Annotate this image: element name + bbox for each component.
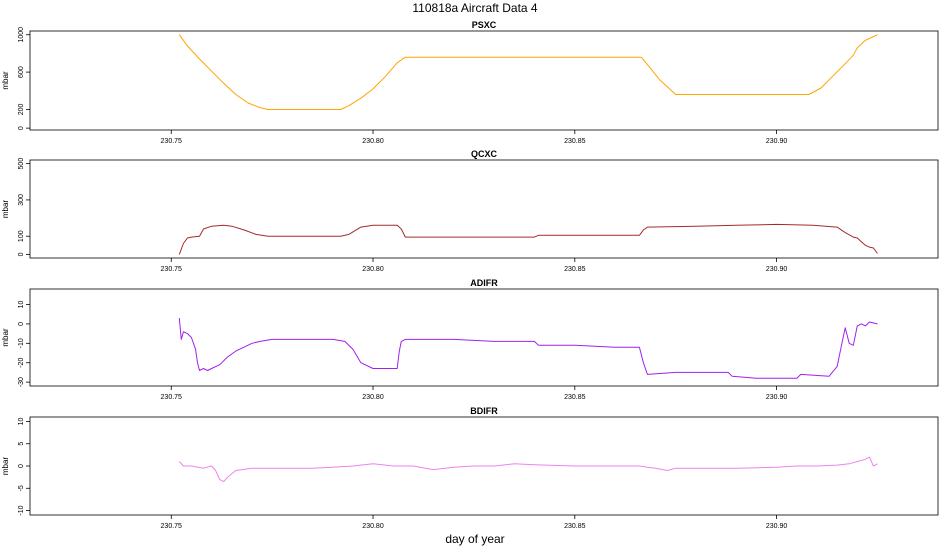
y-axis-label: mbar: [1, 71, 10, 90]
y-tick-label: 500: [18, 158, 25, 170]
y-tick-label: -10: [18, 338, 25, 348]
plot-frame: [29, 159, 939, 259]
x-tick-label: 230.85: [564, 523, 586, 530]
series-line-psxc: [178, 34, 878, 110]
x-tick-label: 230.75: [161, 138, 183, 145]
panel-title: PSXC: [472, 20, 497, 30]
y-tick-label: 1000: [18, 27, 25, 43]
panel-title: BDIFR: [470, 406, 498, 416]
x-tick-label: 230.80: [362, 138, 384, 145]
y-tick-label: 0: [18, 126, 25, 130]
y-tick-label: 600: [18, 66, 25, 78]
figure-title: 110818a Aircraft Data 4: [412, 1, 538, 15]
x-tick-label: 230.90: [766, 394, 788, 401]
x-tick-label: 230.85: [564, 266, 586, 273]
x-axis-label: day of year: [445, 532, 504, 546]
plot-frame: [29, 288, 939, 387]
y-tick-label: 10: [18, 301, 25, 309]
y-tick-label: 200: [18, 104, 25, 116]
y-tick-label: 0: [18, 322, 25, 326]
panel-adifr: ADIFR 230.75 230.80 230.85 230.90 -30 -20 -10 0 1…: [1, 278, 939, 401]
x-tick-label: 230.80: [362, 266, 384, 273]
y-axis-label: mbar: [1, 328, 10, 347]
series-line-adifr: [178, 318, 878, 379]
y-tick-label: -5: [18, 485, 25, 491]
x-tick-label: 230.90: [766, 266, 788, 273]
x-tick-label: 230.75: [161, 266, 183, 273]
y-tick-label: 100: [18, 230, 25, 242]
panel-qcxc: QCXC 230.75 230.80 230.85 230.90 0 100 300 500 mb…: [1, 149, 939, 273]
x-tick-label: 230.90: [766, 138, 788, 145]
series-line-qcxc: [178, 223, 878, 255]
y-tick-label: -20: [18, 358, 25, 368]
y-tick-label: 300: [18, 194, 25, 206]
x-tick-label: 230.75: [161, 394, 183, 401]
y-tick-label: 0: [18, 464, 25, 468]
y-axis-label: mbar: [1, 457, 10, 476]
y-axis-label: mbar: [1, 200, 10, 219]
x-tick-label: 230.90: [766, 523, 788, 530]
x-tick-label: 230.85: [564, 138, 586, 145]
y-tick-label: -10: [18, 505, 25, 515]
x-tick-label: 230.80: [362, 394, 384, 401]
x-tick-label: 230.85: [564, 394, 586, 401]
series-line-bdifr: [178, 456, 878, 483]
panel-title: QCXC: [471, 149, 498, 159]
y-tick-label: -30: [18, 377, 25, 387]
panel-title: ADIFR: [470, 278, 498, 288]
y-tick-label: 5: [18, 442, 25, 446]
panel-bdifr: BDIFR 230.75 230.80 230.85 230.90 -10 -5 0 5 10 mb…: [1, 406, 939, 530]
x-tick-label: 230.80: [362, 523, 384, 530]
plot-frame: [29, 30, 939, 131]
x-tick-label: 230.75: [161, 523, 183, 530]
y-tick-label: 10: [18, 417, 25, 425]
y-tick-label: 0: [18, 252, 25, 256]
panel-psxc: PSXC 230.75 230.80 230.85 230.90 0 200 600 1000 m…: [1, 20, 939, 145]
